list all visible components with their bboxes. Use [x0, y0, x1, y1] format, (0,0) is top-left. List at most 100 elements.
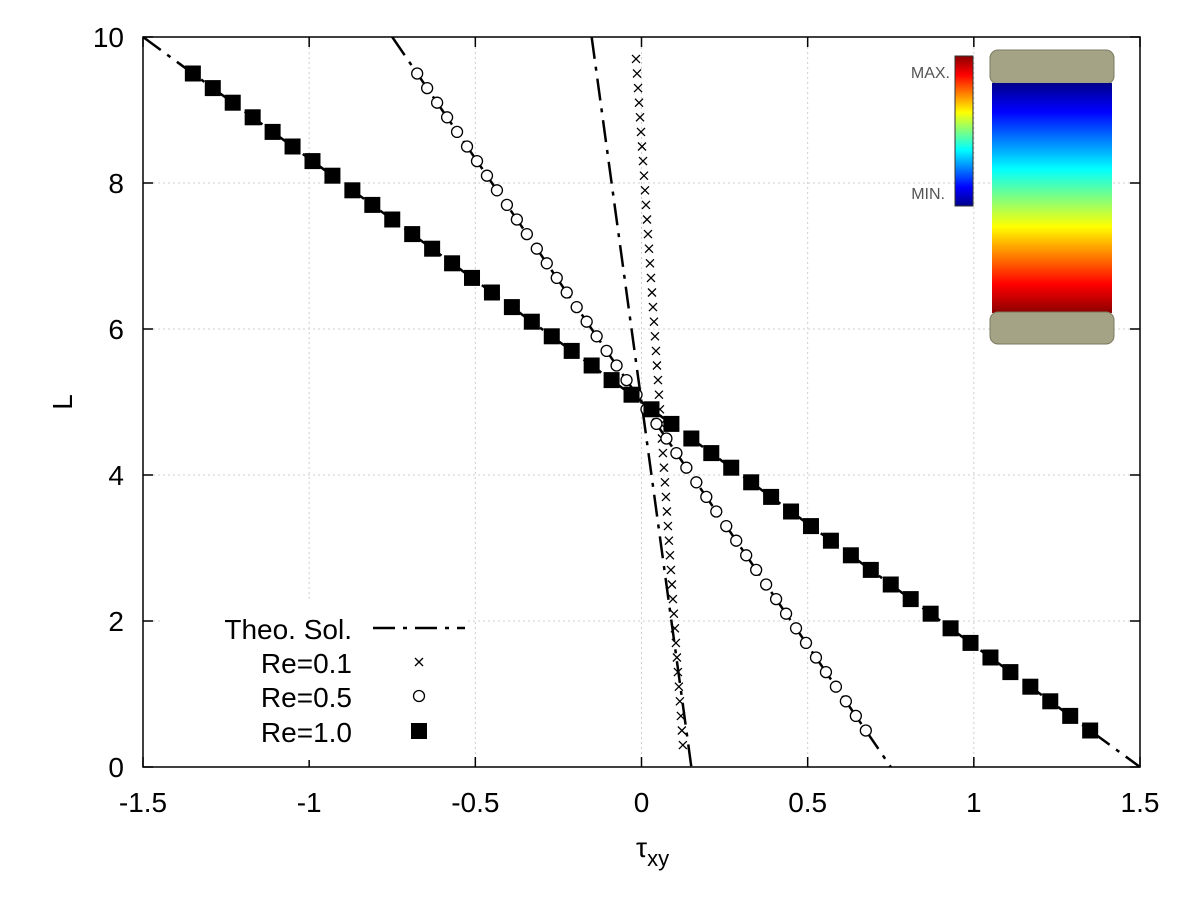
re01-point [652, 361, 662, 370]
re05-point [540, 257, 553, 270]
re01-point [638, 156, 648, 166]
re01-point [672, 653, 682, 662]
re05-point [650, 417, 663, 431]
legend-swatch-re05 [412, 689, 426, 703]
cross-stroke [639, 171, 649, 181]
top-wall [989, 49, 1115, 85]
re05-point [480, 169, 494, 182]
re10-point [364, 196, 381, 213]
cross-stroke [642, 215, 652, 224]
re05-point [779, 607, 793, 620]
re10-point [663, 415, 680, 432]
y-tick-label: 6 [108, 314, 124, 345]
re01-point [674, 682, 684, 692]
re01-point [651, 346, 661, 356]
y-tick-label: 8 [108, 168, 124, 199]
colorbar [954, 55, 974, 207]
re05-point [720, 519, 733, 533]
cross-stroke [653, 375, 663, 385]
cross-stroke [671, 638, 681, 648]
cross-stroke [661, 492, 671, 502]
re10-point [783, 503, 800, 520]
re01-point [647, 288, 657, 297]
re01-point [668, 594, 678, 604]
re10-point [1022, 678, 1039, 695]
re10-point [1002, 664, 1019, 681]
re01-point [631, 54, 641, 64]
re05-point [610, 359, 623, 372]
x-tick-label: 1 [966, 787, 982, 818]
re10-point [683, 430, 700, 447]
re10-point [543, 328, 560, 345]
cross-stroke [665, 550, 675, 560]
bottom-wall [989, 311, 1115, 345]
re10-point [822, 532, 839, 549]
re05-point [660, 432, 673, 445]
re01-point [634, 98, 644, 108]
colorbar-max-label: MAX. [911, 65, 950, 82]
re10-point [424, 240, 441, 257]
re10-point [763, 488, 780, 505]
re10-point [643, 401, 660, 418]
re01-point [659, 463, 669, 473]
cross-stroke [660, 477, 670, 487]
re10-point [523, 313, 540, 330]
re05-point [769, 592, 783, 606]
re05-point [750, 563, 763, 577]
cross-stroke [634, 98, 644, 108]
re01-point [676, 711, 686, 721]
y-tick-label: 2 [108, 606, 124, 637]
re10-point [284, 138, 301, 155]
re05-point [560, 286, 573, 299]
re10-point [184, 65, 201, 82]
re10-point [703, 445, 720, 462]
re01-point [648, 302, 658, 312]
re01-point [649, 317, 659, 327]
re01-point [643, 229, 653, 239]
cross-stroke [641, 200, 651, 210]
cross-stroke [672, 653, 682, 662]
re10-point [743, 474, 760, 491]
re10-point [563, 342, 580, 359]
cross-stroke [662, 507, 672, 516]
re01-point [635, 112, 645, 122]
x-tick-label: 1.5 [1121, 787, 1160, 818]
re01-point [675, 696, 685, 706]
re10-point [444, 255, 461, 272]
fluid-particles [992, 83, 1112, 313]
cross-stroke [677, 726, 687, 735]
cross-stroke [654, 390, 664, 400]
re10-point [842, 547, 859, 564]
x-axis-label-main: τ [636, 832, 647, 863]
re05-point [470, 154, 484, 168]
x-axis-label-subscript: xy [647, 846, 669, 871]
cross-stroke [651, 346, 661, 356]
re01-point [664, 536, 674, 546]
cross-stroke [668, 594, 678, 604]
re10-point [264, 123, 281, 140]
re10-point [503, 299, 520, 316]
re01-point [662, 507, 672, 516]
legend-label-theory: Theo. Sol. [224, 614, 352, 645]
x-tick-label: -0.5 [451, 787, 499, 818]
re10-point [583, 357, 600, 374]
re05-point [620, 373, 633, 387]
legend-swatch-re10 [411, 723, 427, 739]
re05-point [680, 461, 693, 474]
re01-point [644, 244, 654, 254]
cross-stroke [649, 317, 659, 327]
re05-point [550, 271, 563, 285]
cross-stroke [667, 580, 677, 589]
re05-point [510, 213, 524, 226]
re05-point [849, 709, 863, 723]
re05-point [460, 140, 474, 153]
cross-stroke [663, 521, 673, 531]
re10-point [723, 459, 740, 476]
cross-stroke [644, 244, 654, 254]
re05-point [440, 111, 454, 124]
re10-point [464, 269, 481, 286]
re10-point [1062, 707, 1079, 724]
grid-lines [143, 37, 1140, 767]
re01-point [653, 375, 663, 385]
y-tick-label: 4 [108, 460, 124, 491]
